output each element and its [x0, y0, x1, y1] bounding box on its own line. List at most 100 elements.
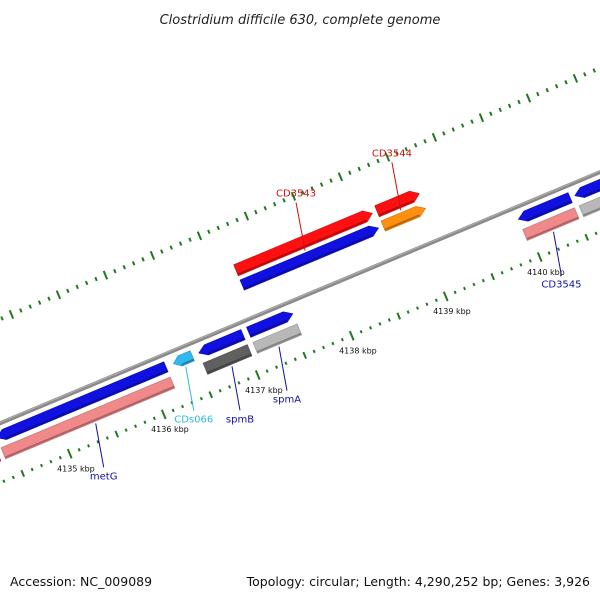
inner-scale-tick	[265, 369, 269, 373]
inner-scale-tick	[254, 370, 261, 381]
outer-minor-tick	[442, 131, 446, 136]
outer-minor-tick	[75, 284, 79, 290]
gene-leader-line	[295, 202, 306, 251]
outer-minor-tick	[525, 93, 532, 103]
outer-minor-tick	[84, 280, 89, 286]
outer-minor-tick	[337, 172, 344, 182]
gene-label: CD3543	[276, 189, 316, 200]
outer-minor-tick	[178, 241, 183, 246]
inner-scale-tick	[416, 306, 420, 310]
inner-scale-tick	[547, 251, 551, 255]
inner-scale-tick	[40, 463, 44, 468]
inner-scale-tick	[536, 251, 543, 262]
outer-minor-tick	[8, 309, 15, 319]
outer-minor-tick	[290, 191, 297, 201]
feature-arrow-pink	[0, 376, 176, 460]
backbone-layer	[0, 169, 600, 426]
inner-scale-tick	[528, 259, 532, 263]
outer-minor-tick	[225, 221, 230, 227]
outer-minor-tick	[564, 80, 568, 85]
outer-minor-tick	[0, 316, 4, 321]
inner-scale-tick	[331, 341, 335, 346]
inner-scale-tick	[114, 430, 120, 438]
outer-minor-tick	[517, 99, 521, 105]
outer-minor-tick	[366, 162, 371, 168]
inner-scale-tick	[340, 337, 344, 342]
outer-minor-tick	[28, 304, 32, 309]
feature-shade	[384, 214, 420, 231]
outer-minor-tick	[583, 72, 587, 77]
outer-minor-tick	[536, 91, 540, 97]
outer-minor-tick	[243, 211, 250, 221]
outer-minor-tick	[122, 264, 126, 270]
gene-leader-line	[391, 162, 402, 211]
inner-scale-tick	[30, 467, 34, 472]
inner-scale-tick	[359, 329, 363, 334]
outer-minor-tick	[282, 198, 286, 203]
inner-scale-tick	[442, 291, 449, 302]
gene-leader-line	[185, 366, 195, 411]
outer-minor-tick	[357, 166, 361, 172]
outer-minor-tick	[554, 83, 559, 89]
inner-scale-tick	[246, 377, 250, 381]
genome-backbone	[0, 169, 600, 426]
outer-minor-tick	[272, 202, 277, 207]
feature-arrow-blue	[0, 361, 169, 440]
outer-minor-tick	[235, 217, 239, 223]
inner-scale-tick	[396, 312, 402, 320]
inner-scale-tick	[463, 286, 467, 291]
feature-shade	[237, 219, 367, 276]
inner-scale-tick	[500, 270, 504, 275]
outer-minor-tick	[216, 225, 220, 231]
outer-minor-tick	[478, 113, 485, 123]
outer-minor-tick	[592, 68, 596, 73]
outer-minor-tick	[319, 182, 324, 187]
outer-minor-tick	[460, 123, 465, 128]
feature-shade	[582, 207, 600, 217]
outer-minor-tick	[413, 143, 418, 148]
outer-minor-tick	[348, 170, 352, 176]
inner-scale-tick	[134, 424, 138, 428]
gene-label: spmA	[273, 395, 301, 406]
outer-minor-tick	[431, 132, 438, 142]
inner-scale-tick	[208, 391, 214, 399]
gene-label: metG	[90, 471, 118, 482]
gene-label: CD3545	[541, 280, 581, 291]
outer-minor-tick	[545, 87, 549, 93]
inner-scale-tick	[387, 318, 391, 322]
outer-minor-tick	[19, 308, 23, 313]
gene-labels: metGCDs066spmBspmACD3545CD3546CD3547CD35…	[90, 148, 582, 482]
feature-shade	[5, 369, 168, 440]
feature-arrow-magenta	[0, 457, 2, 462]
outer-minor-tick	[55, 290, 62, 300]
tick-label: 4140 kbp	[527, 268, 565, 277]
inner-scale-tick	[425, 302, 429, 306]
tick-label: 4137 kbp	[245, 386, 283, 395]
outer-minor-ticks	[0, 68, 596, 321]
inner-scale-tick	[77, 448, 81, 452]
gene-label: CD3544	[372, 148, 412, 159]
inner-scale-tick	[11, 475, 15, 480]
outer-minor-tick	[310, 186, 314, 191]
inner-scale-tick	[228, 385, 232, 389]
outer-minor-tick	[384, 152, 391, 162]
inner-scale-tick	[124, 428, 128, 432]
feature-arrow-pink	[522, 207, 580, 241]
scale-tick-labels: 4135 kbp 4136 kbp 4137 kbp 4138 kbp 4139 kbp…	[57, 268, 565, 474]
outer-minor-tick	[188, 237, 192, 242]
gene-leader-line	[278, 346, 288, 391]
inner-scale-tick	[237, 381, 241, 385]
inner-scale-tick	[293, 357, 297, 362]
outer-minor-tick	[37, 300, 42, 305]
outer-minor-tick	[196, 231, 203, 241]
feature-arrow-blue	[198, 329, 246, 356]
outer-minor-tick	[423, 139, 427, 144]
inner-scale-tick	[566, 243, 570, 247]
inner-scale-tick	[302, 351, 308, 359]
feature-shade	[207, 337, 245, 355]
outer-minor-tick	[207, 229, 211, 235]
genome-summary-label: Topology: circular; Length: 4,290,252 bp…	[246, 574, 590, 589]
outer-minor-tick	[169, 245, 173, 250]
outer-minor-tick	[66, 288, 70, 294]
